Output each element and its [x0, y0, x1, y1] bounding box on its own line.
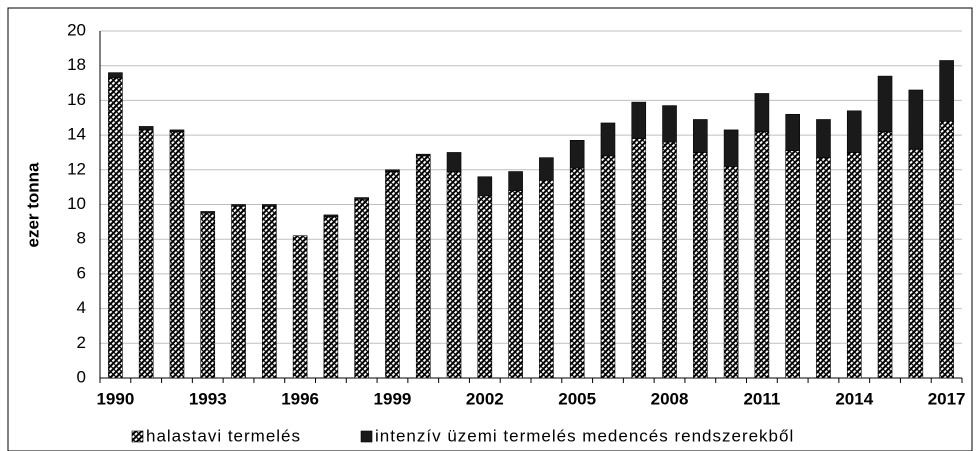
y-tick-label: 18	[67, 55, 86, 74]
bar-segment	[693, 119, 708, 153]
bar-segment	[262, 205, 277, 379]
bar-segment	[846, 110, 862, 153]
bar-segment	[539, 179, 554, 379]
y-axis-label: ezer tonna	[23, 162, 42, 248]
bar-segment	[723, 129, 739, 167]
bar-segment	[662, 141, 677, 379]
bar-segment	[723, 166, 739, 379]
bar-segment	[785, 113, 800, 152]
bar-segment	[816, 157, 831, 379]
bar-segment	[785, 150, 800, 379]
x-tick-label: 2011	[743, 389, 780, 408]
x-tick-label: 1999	[374, 389, 412, 408]
frame	[7, 7, 973, 451]
bar-segment	[385, 171, 400, 379]
bar-segment	[169, 131, 185, 379]
bar-segment	[169, 129, 185, 132]
bar-segment	[631, 101, 647, 139]
bar-segment	[231, 204, 246, 207]
bar-segment	[662, 105, 677, 143]
y-tick-label: 12	[67, 159, 86, 178]
bar-segment	[446, 152, 462, 172]
bar-segment	[138, 129, 154, 379]
x-tick-label: 1990	[96, 389, 134, 408]
legend-swatch	[360, 430, 373, 443]
bar-segment	[569, 140, 585, 169]
x-tick-label: 2017	[928, 389, 966, 408]
y-tick-label: 4	[77, 298, 86, 317]
bar-segment	[631, 138, 647, 379]
y-tick-label: 14	[67, 125, 86, 144]
bar-segment	[754, 131, 770, 379]
bar-segment	[600, 155, 616, 379]
bar-segment	[415, 153, 431, 157]
bar-segment	[754, 93, 770, 132]
bar-segment	[508, 171, 523, 191]
bar-segment	[292, 235, 308, 379]
bar-segment	[693, 152, 708, 379]
y-tick-label: 10	[67, 194, 86, 213]
x-tick-label: 2005	[558, 389, 596, 408]
bar-segment	[508, 190, 523, 379]
bar-segment	[539, 157, 554, 181]
bar-segment	[877, 75, 893, 132]
bar-segment	[477, 195, 493, 379]
bar-segment	[138, 126, 154, 131]
x-tick-label: 2014	[835, 389, 873, 408]
y-tick-label: 8	[77, 229, 86, 248]
bar-segment	[108, 77, 123, 379]
y-tick-label: 16	[67, 90, 86, 109]
bar-segment	[108, 72, 123, 79]
x-tick-label: 2002	[466, 389, 504, 408]
y-tick-label: 20	[67, 20, 86, 39]
y-tick-label: 2	[77, 333, 86, 352]
legend-swatch	[131, 430, 144, 443]
bar-segment	[385, 169, 400, 172]
bar-segment	[600, 122, 616, 157]
y-tick-label: 6	[77, 263, 86, 282]
bar-segment	[200, 212, 216, 379]
bar-segment	[939, 60, 954, 122]
bar-segment	[939, 120, 954, 379]
bar-segment	[415, 155, 431, 379]
bar-segment	[908, 148, 924, 379]
bar-segment	[877, 131, 893, 379]
x-tick-label: 2008	[651, 389, 689, 408]
bar-segment	[816, 119, 831, 158]
x-tick-label: 1996	[281, 389, 319, 408]
bar-segment	[846, 152, 862, 379]
bar-segment	[908, 89, 924, 150]
y-tick-label: 0	[77, 367, 86, 386]
bar-segment	[200, 211, 216, 214]
bar-segment	[262, 204, 277, 207]
bar-segment	[446, 171, 462, 379]
bar-segment	[231, 205, 246, 379]
legend-label: halastavi termelés	[146, 426, 301, 445]
bar-segment	[323, 214, 339, 217]
bar-segment	[569, 167, 585, 379]
bar-segment	[354, 198, 369, 379]
bar-segment	[354, 197, 369, 200]
bar-segment	[477, 176, 493, 197]
x-tick-label: 1993	[189, 389, 227, 408]
bar-segment	[323, 216, 339, 379]
legend-label: intenzív üzemi termelés medencés rendsze…	[375, 426, 794, 445]
